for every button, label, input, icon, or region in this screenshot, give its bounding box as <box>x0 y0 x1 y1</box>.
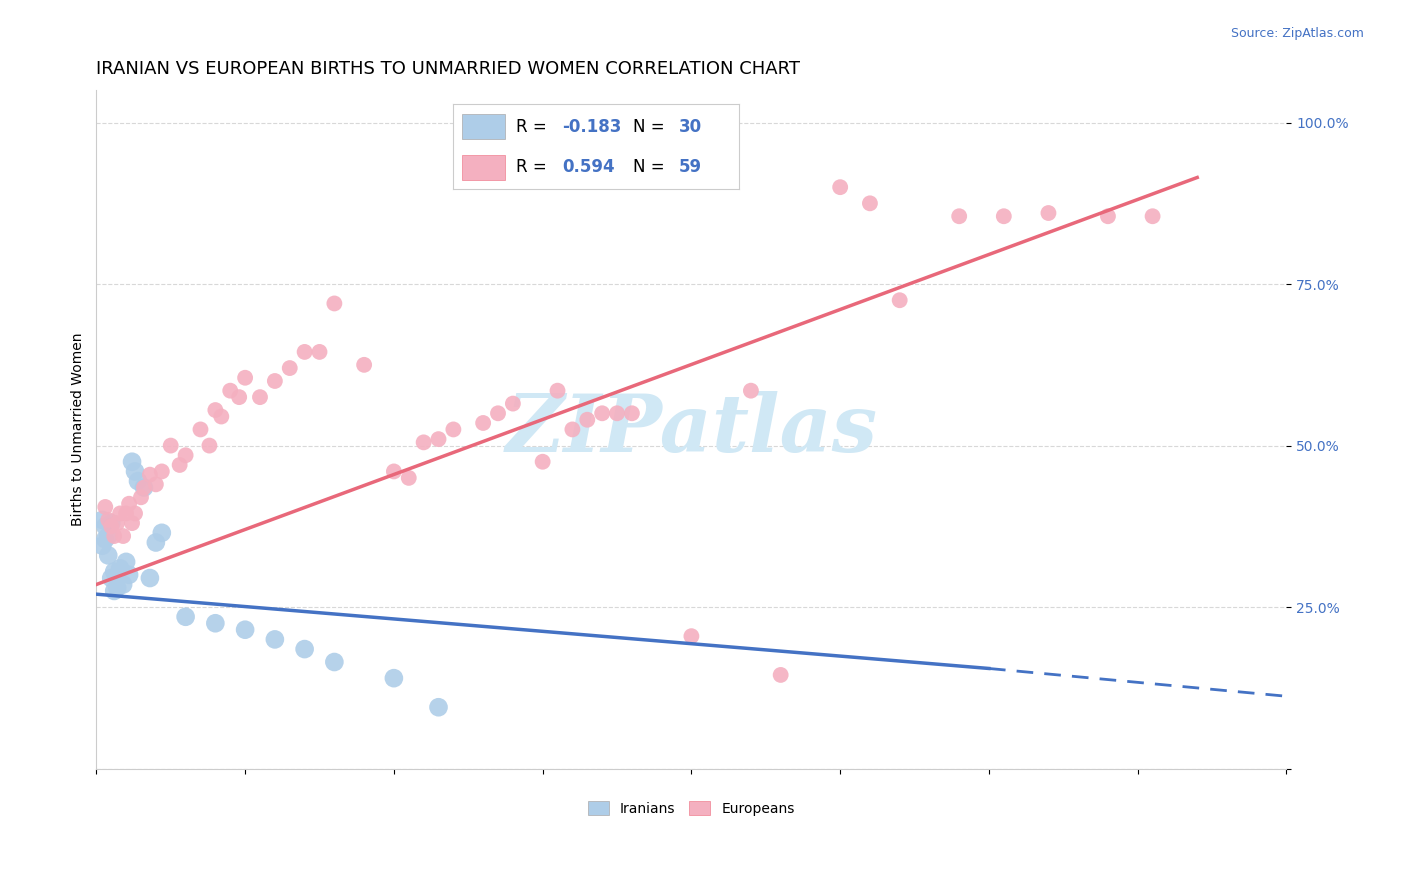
Point <box>249 390 271 404</box>
Point <box>294 345 316 359</box>
Point <box>547 384 569 398</box>
Point <box>486 406 509 420</box>
Point <box>105 516 128 530</box>
Point <box>993 209 1015 223</box>
Point <box>204 616 226 631</box>
Point <box>100 516 122 530</box>
Point <box>190 422 212 436</box>
Point <box>121 455 143 469</box>
Point <box>398 471 420 485</box>
Point <box>100 571 122 585</box>
Point <box>382 671 405 685</box>
Y-axis label: Births to Unmarried Women: Births to Unmarried Women <box>72 333 86 526</box>
Point <box>118 497 141 511</box>
Point <box>108 507 131 521</box>
Point <box>561 422 583 436</box>
Point <box>323 296 346 310</box>
Point <box>382 465 405 479</box>
Point <box>124 507 146 521</box>
Point <box>294 642 316 657</box>
Point <box>606 406 628 420</box>
Legend: Iranians, Europeans: Iranians, Europeans <box>581 794 801 822</box>
Point <box>1142 209 1164 223</box>
Point <box>150 465 173 479</box>
Point <box>233 623 256 637</box>
Point <box>502 396 524 410</box>
Point <box>308 345 330 359</box>
Point <box>859 196 882 211</box>
Point <box>115 507 138 521</box>
Point <box>97 513 120 527</box>
Point <box>219 384 242 398</box>
Point <box>169 458 191 472</box>
Point <box>150 525 173 540</box>
Point <box>263 374 285 388</box>
Point <box>174 609 197 624</box>
Text: IRANIAN VS EUROPEAN BIRTHS TO UNMARRIED WOMEN CORRELATION CHART: IRANIAN VS EUROPEAN BIRTHS TO UNMARRIED … <box>97 60 800 78</box>
Point <box>427 700 450 714</box>
Point <box>112 577 135 591</box>
Point <box>145 535 167 549</box>
Point <box>441 422 464 436</box>
Point <box>412 435 434 450</box>
Point <box>198 439 221 453</box>
Point <box>124 465 146 479</box>
Point <box>127 474 149 488</box>
Point <box>889 293 911 308</box>
Point <box>103 583 125 598</box>
Point <box>91 539 114 553</box>
Point <box>278 361 301 376</box>
Point <box>159 439 181 453</box>
Point <box>204 403 226 417</box>
Point <box>233 370 256 384</box>
Point <box>94 519 117 533</box>
Point <box>1038 206 1060 220</box>
Point <box>97 549 120 563</box>
Point <box>103 565 125 579</box>
Point <box>112 529 135 543</box>
Point <box>209 409 232 424</box>
Point <box>769 668 792 682</box>
Point <box>948 209 970 223</box>
Point <box>472 416 495 430</box>
Point <box>830 180 852 194</box>
Point <box>91 513 114 527</box>
Point <box>740 384 762 398</box>
Point <box>228 390 250 404</box>
Point <box>105 581 128 595</box>
Point <box>139 571 162 585</box>
Point <box>145 477 167 491</box>
Point <box>103 529 125 543</box>
Point <box>531 455 554 469</box>
Point <box>129 490 152 504</box>
Point <box>427 432 450 446</box>
Point <box>94 500 117 514</box>
Point <box>132 481 155 495</box>
Point <box>100 519 122 533</box>
Point <box>174 448 197 462</box>
Point <box>115 555 138 569</box>
Point <box>353 358 375 372</box>
Point <box>323 655 346 669</box>
Point <box>591 406 613 420</box>
Point <box>118 567 141 582</box>
Point <box>132 481 155 495</box>
Point <box>121 516 143 530</box>
Point <box>620 406 643 420</box>
Point <box>108 561 131 575</box>
Point <box>97 529 120 543</box>
Point <box>94 533 117 547</box>
Point <box>263 632 285 647</box>
Point <box>1097 209 1119 223</box>
Point <box>139 467 162 482</box>
Point <box>681 629 703 643</box>
Point <box>576 413 599 427</box>
Text: ZIPatlas: ZIPatlas <box>505 391 877 468</box>
Text: Source: ZipAtlas.com: Source: ZipAtlas.com <box>1230 27 1364 40</box>
